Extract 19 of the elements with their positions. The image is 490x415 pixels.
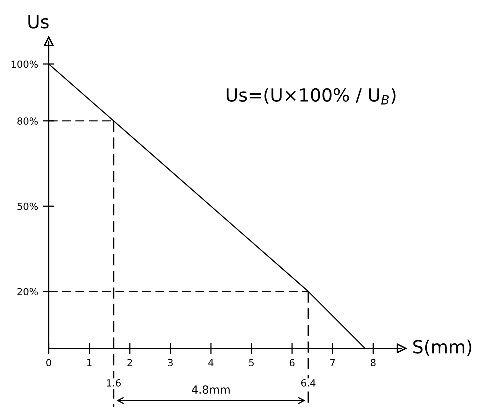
x-tick-label: 2 [128, 359, 132, 366]
x-tick-label: 0 [46, 359, 52, 367]
x-tick-label: 1 [88, 359, 92, 366]
ref-line-label: 6.4 [301, 379, 316, 387]
x-tick-label: 4 [208, 359, 214, 366]
x-tick-label: 7 [330, 359, 336, 366]
y-tick-label: 100% [12, 60, 38, 68]
annotation: Us=(U×100% / U$_{B}$) [226, 88, 396, 105]
y-tick-label: 20% [18, 288, 38, 296]
x-tick-label: 6 [290, 359, 295, 367]
y-tick-label: 50% [18, 202, 38, 210]
x-tick-label: 3 [168, 359, 173, 367]
ref-line-label: 1.6 [107, 379, 121, 387]
text: 4.8mm [192, 386, 230, 394]
y-tick-label: 80% [18, 118, 38, 125]
x-tick-label: 5 [249, 359, 254, 367]
x-tick-label: 8 [370, 359, 376, 367]
y-axis-title: Us [28, 15, 49, 29]
x-axis-title: S(mm) [414, 340, 472, 356]
